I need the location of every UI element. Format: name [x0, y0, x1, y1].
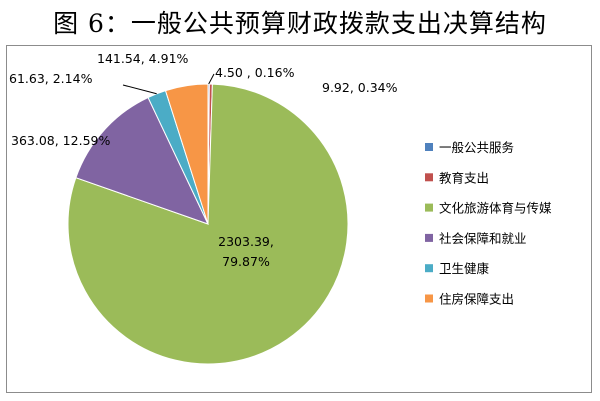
chart-frame: 4.50 , 0.16% 9.92, 0.34% 2303.39, 79.87% 363…: [6, 45, 592, 393]
leader-line: [122, 84, 157, 95]
legend-swatch: [425, 173, 433, 182]
data-label: 141.54, 4.91%: [97, 51, 189, 66]
data-label: 4.50 , 0.16%: [215, 65, 295, 80]
leader-line: [208, 73, 215, 85]
legend-label: 文化旅游体育与传媒: [439, 201, 552, 216]
legend-label: 住房保障支出: [439, 292, 514, 307]
legend-swatch: [425, 143, 433, 151]
legend-label: 卫生健康: [439, 261, 490, 276]
data-labels: 4.50 , 0.16% 9.92, 0.34% 2303.39, 79.87% 363…: [9, 51, 398, 269]
legend-label: 教育支出: [439, 170, 489, 185]
data-label: 79.87%: [222, 254, 270, 269]
data-label: 9.92, 0.34%: [322, 80, 398, 95]
legend-label: 社会保障和就业: [439, 231, 527, 246]
data-label: 61.63, 2.14%: [9, 71, 93, 86]
data-label: 363.08, 12.59%: [11, 133, 110, 148]
legend-swatch: [425, 233, 433, 242]
pie-slice: [75, 96, 209, 225]
pie-slice: [164, 83, 209, 225]
legend-swatch: [425, 203, 433, 212]
pie-chart: 4.50 , 0.16% 9.92, 0.34% 2303.39, 79.87% 363…: [9, 51, 552, 365]
leader-lines: [122, 73, 215, 95]
pie-slices: [67, 83, 349, 365]
legend-swatch: [425, 294, 433, 303]
chart-title: 图 6：一般公共预算财政拨款支出决算结构: [53, 9, 547, 38]
legend-swatch: [425, 264, 433, 273]
legend-label: 一般公共服务: [439, 140, 514, 155]
data-label: 2303.39,: [218, 234, 274, 249]
